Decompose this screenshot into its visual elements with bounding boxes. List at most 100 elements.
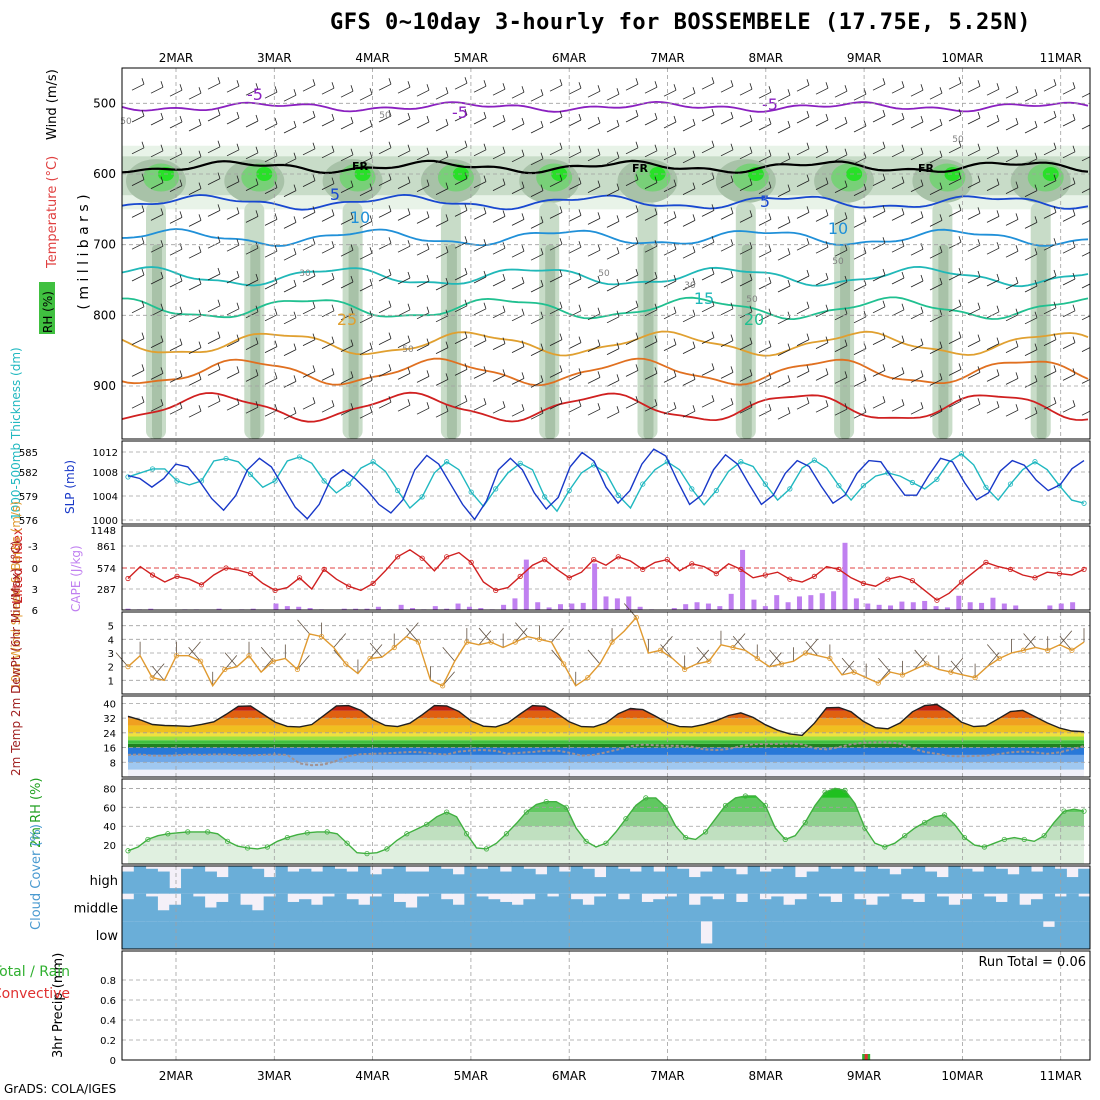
wind-barb: [549, 243, 563, 251]
rh-contour-label: 50: [379, 111, 391, 121]
wind-barb-flag: [350, 275, 354, 283]
wind-barb-flag: [255, 242, 259, 249]
wind-barb-flag: [901, 335, 905, 342]
cloud-bar-high: [499, 871, 513, 894]
wind-barb-flag: [217, 363, 221, 370]
wind-barb: [359, 93, 373, 101]
wind-barb-flag: [141, 205, 145, 212]
wind-barb-flag: [1015, 86, 1019, 93]
lifted-index-line-point: [198, 582, 205, 588]
wind-barb: [758, 314, 772, 322]
wind-barb-flag: [787, 375, 791, 382]
wind-barb-flag: [236, 175, 240, 182]
date-label-top: 10MAR: [941, 51, 983, 65]
wind-barb: [340, 154, 354, 162]
wind-barb: [169, 89, 183, 97]
wind-barb: [758, 409, 772, 417]
wind-barb-flag: [293, 279, 297, 287]
wind-barb-flag: [768, 276, 772, 284]
cloud-bar-middle: [523, 899, 536, 922]
wind-barb: [302, 84, 316, 92]
wind-barb: [283, 158, 297, 166]
wind-barb-flag: [293, 407, 297, 414]
wind-barb-flag: [179, 243, 183, 250]
rh-line-point: [503, 831, 510, 837]
wind-barb-flag: [141, 109, 145, 117]
wind-barb: [1062, 278, 1076, 286]
cape-bar: [546, 607, 552, 610]
lifted-index-line-point: [346, 583, 352, 589]
wind-barb-flag: [787, 343, 791, 350]
lifted-index-line-point: [689, 561, 695, 567]
cloud-bar-low: [735, 921, 749, 949]
wind-barb: [473, 117, 487, 125]
cape-bar: [478, 608, 484, 610]
wind-barb-flag: [521, 149, 525, 156]
cloud-bar-middle: [381, 893, 395, 922]
wind-barb-flag: [635, 205, 639, 212]
wind-barb: [131, 147, 145, 155]
wind-barb-flag: [1072, 209, 1076, 216]
thickness-line-point: [983, 484, 989, 490]
cloud-bar-middle: [464, 893, 477, 922]
wind-barb: [245, 184, 259, 191]
cloud-bar-middle: [818, 896, 831, 922]
wind-barb: [568, 215, 582, 222]
wind-barb: [435, 188, 449, 195]
cape-bar: [876, 604, 882, 610]
wind-barb-flag: [711, 331, 715, 338]
wind-barb-flag: [255, 401, 259, 408]
wind-barb: [1043, 371, 1057, 378]
wind-barb: [397, 404, 411, 412]
wind-barb: [834, 90, 848, 98]
wind-barb: [492, 343, 506, 350]
date-label-top: 4MAR: [355, 51, 390, 65]
wind-barb-flag: [331, 113, 335, 121]
cloud-bar-middle: [216, 901, 229, 922]
cloud-bar-high: [794, 877, 808, 894]
wind-barb: [720, 403, 734, 411]
cloud-bar-middle: [240, 904, 253, 922]
wind-barb-flag: [749, 146, 753, 153]
wind-barb: [587, 186, 601, 193]
wind-barb: [131, 401, 145, 409]
cloud-bar-high: [889, 874, 902, 894]
wind-barb-flag: [901, 240, 905, 247]
wind-barb: [796, 84, 810, 92]
wind-barb-flag: [293, 343, 297, 350]
wind-barb: [226, 85, 240, 93]
wind-barb-flag: [559, 174, 563, 181]
wind-speed-line-point: [899, 672, 906, 678]
wind-barb: [549, 84, 563, 92]
cloud-bar-middle: [476, 896, 489, 922]
wind-barb: [131, 274, 145, 282]
rh-line-point: [563, 804, 569, 810]
cape-bar: [637, 606, 643, 610]
rh-band: [128, 826, 1084, 841]
cloud-bar-low: [818, 921, 831, 949]
cape-bar: [865, 603, 871, 610]
wind-barb-flag: [350, 116, 354, 124]
wind-barb-flag: [502, 305, 506, 312]
cloud-bar-middle: [334, 893, 347, 922]
wind-barb: [929, 410, 943, 418]
wind-barb: [1081, 410, 1090, 416]
wind-barb-flag: [540, 184, 544, 191]
cape-bar: [455, 603, 461, 610]
wind-barb-flag: [901, 144, 905, 151]
wind-barb: [340, 90, 354, 98]
cape-bar: [751, 599, 757, 610]
rh-column-core: [1036, 244, 1047, 439]
wind-barb-flag: [787, 248, 791, 255]
cloud-bar-low: [322, 921, 335, 949]
wind-barb: [606, 316, 620, 324]
wind-barb-flag: [407, 208, 411, 215]
cloud-bar-high: [1007, 874, 1020, 894]
wind-barb-flag: [426, 211, 430, 218]
wind-barb-flag: [958, 395, 962, 402]
wind-barb-flag: [464, 108, 468, 116]
cloud-bar-middle: [1030, 899, 1044, 922]
cloud-bar-middle: [405, 907, 418, 922]
cloud-bar-low: [228, 921, 241, 949]
wind-barb-flag: [1053, 269, 1057, 277]
